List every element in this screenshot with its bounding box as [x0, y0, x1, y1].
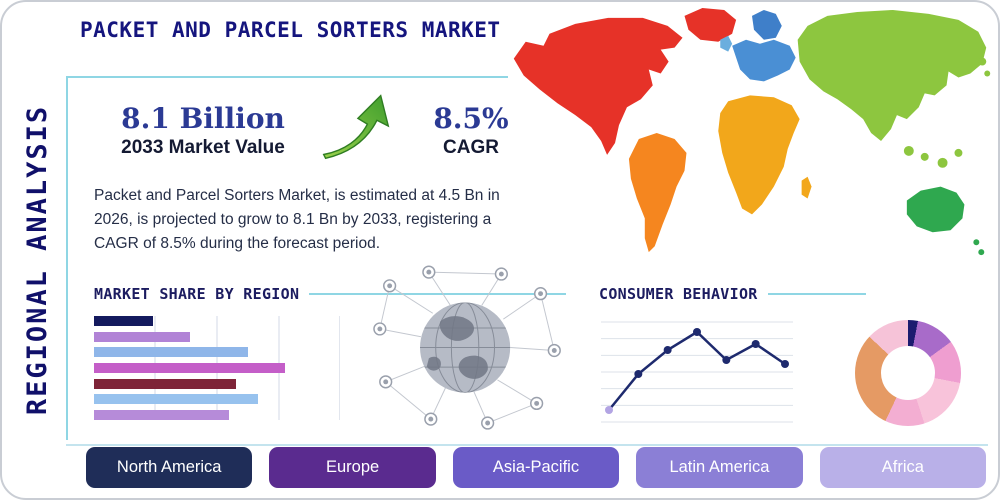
data-point-7: [781, 360, 789, 368]
consumer-behavior-line-chart: [601, 321, 793, 423]
consumer-behavior-heading: CONSUMER BEHAVIOR: [599, 285, 866, 303]
data-point-1: [605, 406, 613, 414]
market-description: Packet and Parcel Sorters Market, is est…: [94, 187, 500, 253]
bar-segment-3: [94, 347, 249, 358]
continent-australia: [906, 186, 965, 233]
footer-divider-line: [66, 444, 988, 446]
continent-north-america: [513, 17, 683, 155]
data-point-5: [722, 356, 731, 364]
bar-segment-5: [94, 378, 237, 389]
market-share-bar-chart: [94, 316, 340, 420]
continent-africa: [718, 95, 800, 215]
growth-arrow-icon: [322, 94, 390, 160]
globe-network-illustration: [373, 265, 561, 430]
data-point-2: [634, 370, 643, 378]
market-share-title: MARKET SHARE BY REGION: [94, 285, 300, 303]
region-uk: [720, 35, 733, 52]
heading-rule: [309, 293, 566, 295]
region-button-latin-america[interactable]: Latin America: [636, 447, 803, 488]
heading-rule: [767, 293, 866, 295]
region-greenland: [684, 7, 737, 42]
region-button-asia-pacific[interactable]: Asia-Pacific: [452, 447, 620, 488]
region-new-zealand: [973, 239, 985, 256]
region-se-asia-islands: [903, 57, 991, 168]
continent-south-america: [628, 133, 687, 253]
world-map: [513, 7, 991, 256]
donut-chart: [855, 320, 961, 426]
continent-europe: [732, 39, 796, 82]
market-share-heading: MARKET SHARE BY REGION: [94, 285, 566, 303]
region-buttons-row: North America Europe Asia-Pacific Latin Ame…: [86, 447, 987, 488]
bar-segment-4: [94, 362, 286, 373]
region-madagascar: [801, 176, 812, 199]
side-label-regional-analysis: REGIONAL ANALYSIS: [22, 104, 53, 416]
bar-segment-1: [94, 316, 153, 326]
market-value-caption: 2033 Market Value: [121, 137, 285, 158]
bar-segment-7: [94, 409, 229, 420]
data-point-6: [751, 340, 760, 348]
consumer-behavior-title: CONSUMER BEHAVIOR: [599, 285, 758, 303]
region-button-europe[interactable]: Europe: [269, 447, 436, 488]
data-point-3: [663, 346, 672, 354]
market-value-stat: 8.1 Billion 2033 Market Value: [98, 102, 308, 159]
network-nodes: [373, 265, 561, 430]
page-title: PACKET AND PARCEL SORTERS MARKET: [80, 18, 501, 42]
data-point-4: [693, 328, 701, 336]
bar-segment-6: [94, 394, 259, 405]
cagr-caption: CAGR: [443, 137, 499, 158]
market-value-number: 8.1 Billion: [121, 102, 285, 135]
region-button-north-america[interactable]: North America: [86, 447, 253, 488]
bar-segment-2: [94, 331, 190, 342]
cagr-stat: 8.5% CAGR: [416, 102, 526, 159]
region-scandinavia: [752, 9, 782, 40]
region-button-africa[interactable]: Africa: [819, 447, 987, 488]
cagr-number: 8.5%: [433, 102, 509, 135]
continent-asia: [797, 9, 987, 141]
